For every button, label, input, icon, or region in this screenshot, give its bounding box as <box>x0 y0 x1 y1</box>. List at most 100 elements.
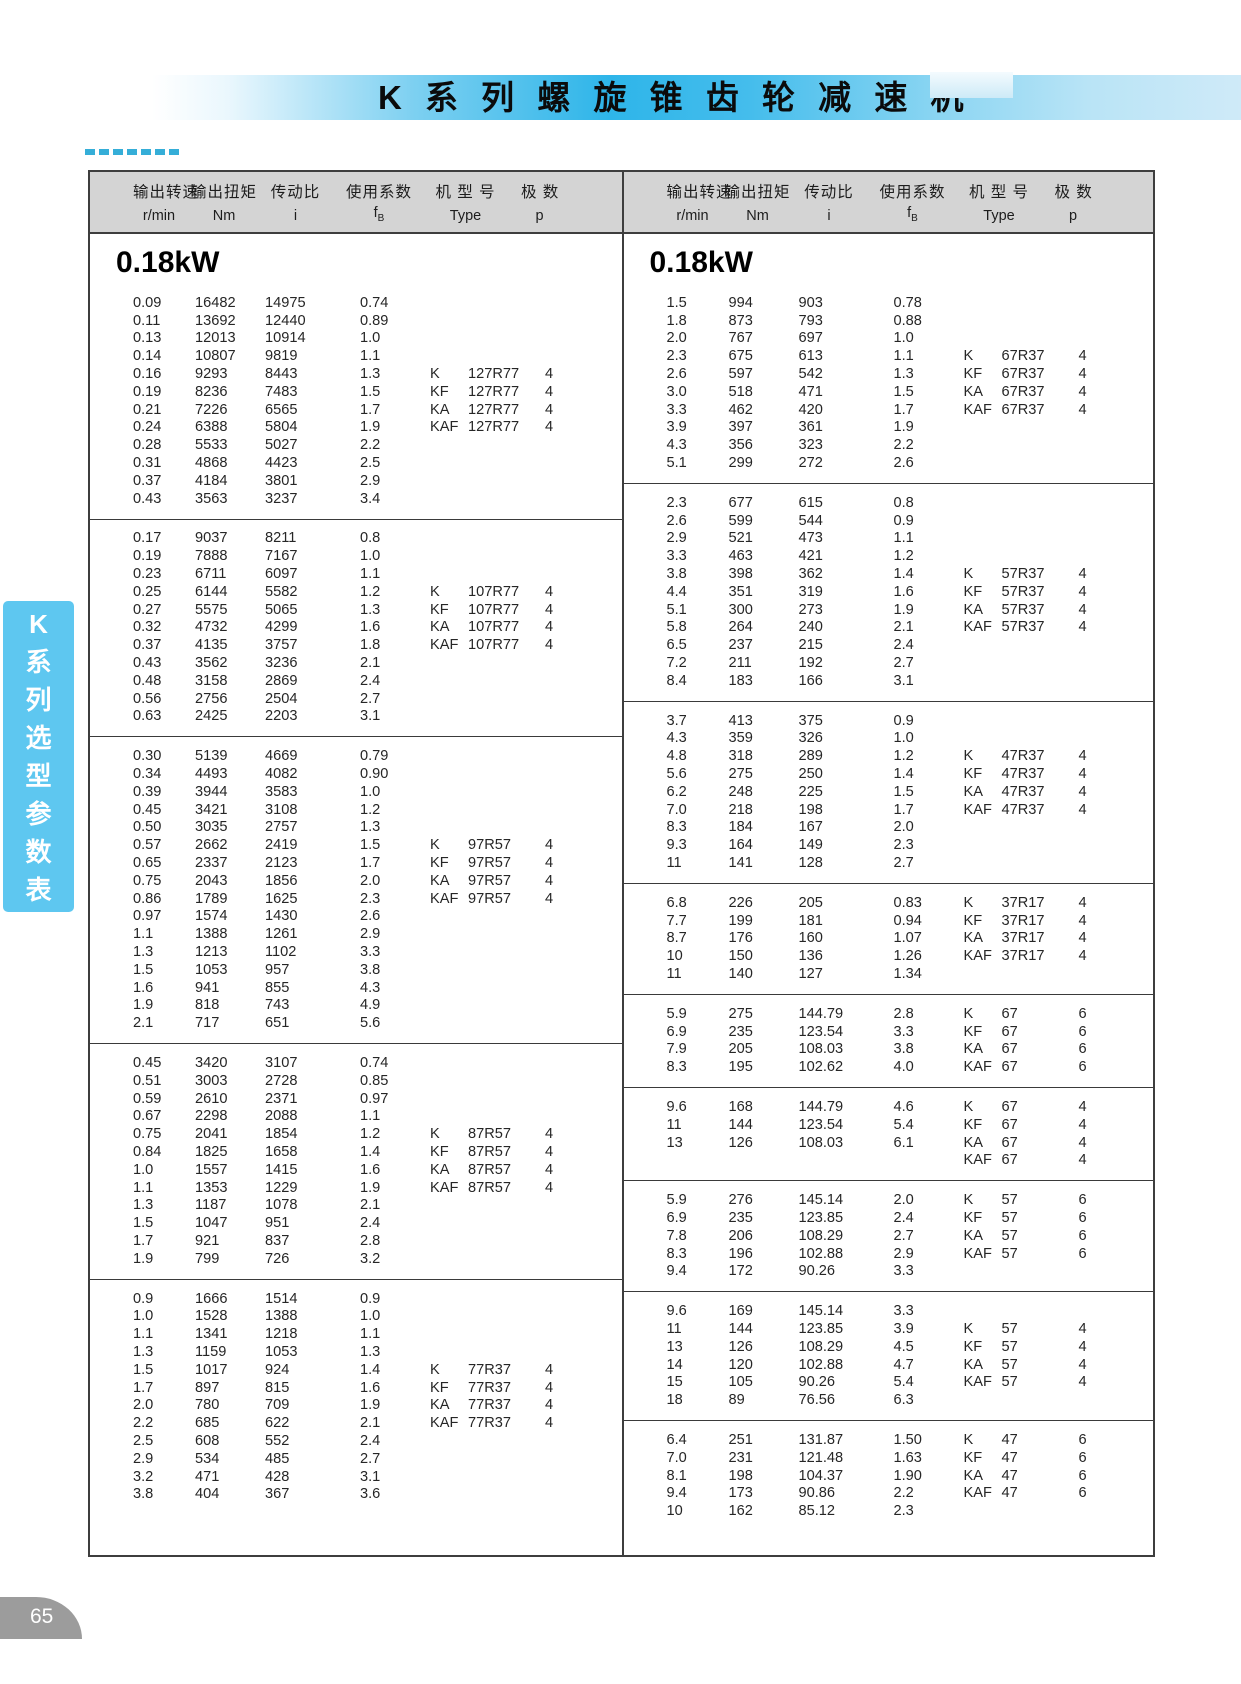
cell-output-torque: 3035 <box>195 819 228 836</box>
cell-service-factor: 0.74 <box>360 294 389 311</box>
cell-service-factor: 3.8 <box>893 1041 914 1058</box>
column-unit: fB <box>907 205 918 224</box>
cell-output-speed: 2.3 <box>666 494 687 511</box>
cell-ratio: 1658 <box>265 1143 298 1160</box>
cell-ratio: 127 <box>798 965 823 982</box>
spec-block: 6.4 251 131.87 1.50 K 47 6 7.0 231 121.48 1.63 KF 47… <box>623 1420 1153 1531</box>
cell-service-factor: 3.1 <box>360 708 381 725</box>
model-prefix: K <box>430 366 440 383</box>
cell-output-speed: 0.19 <box>133 383 162 400</box>
model-prefix: KF <box>963 1023 983 1040</box>
cell-ratio: 815 <box>265 1379 290 1396</box>
cell-ratio: 108.29 <box>798 1227 844 1244</box>
table-row: 0.51 3003 2728 0.85 <box>90 1072 622 1090</box>
cell-service-factor: 1.5 <box>893 783 914 800</box>
cell-service-factor: 0.94 <box>893 912 922 929</box>
cell-model: KA 37R17 <box>964 930 1079 946</box>
cell-ratio: 2371 <box>265 1090 298 1107</box>
cell-output-torque: 198 <box>728 1467 753 1484</box>
cell-ratio: 726 <box>265 1250 290 1267</box>
cell-service-factor: 2.1 <box>893 619 914 636</box>
cell-poles: 4 <box>1078 583 1087 600</box>
cell-output-torque: 3158 <box>195 672 228 689</box>
cell-poles: 4 <box>545 366 554 383</box>
table-row: 2.6 597 542 1.3 KF 67R37 4 <box>624 365 1154 383</box>
model-size: 67 <box>1001 1152 1018 1169</box>
cell-model <box>964 855 1079 871</box>
cell-poles: 4 <box>1078 912 1087 929</box>
cell-output-torque: 5533 <box>195 437 228 454</box>
cell-output-torque: 4493 <box>195 766 228 783</box>
cell-service-factor: 2.0 <box>893 1192 914 1209</box>
model-prefix: KAF <box>963 1059 992 1076</box>
cell-output-speed: 2.3 <box>666 348 687 365</box>
column-unit: r/min <box>142 208 176 224</box>
cell-model <box>430 1091 545 1107</box>
page-header-band: K 系 列 螺 旋 锥 齿 轮 减 速 机 <box>152 72 1241 120</box>
cell-output-torque: 3563 <box>195 490 228 507</box>
cell-model: KA 57 <box>964 1228 1079 1244</box>
model-prefix: KAF <box>430 419 459 436</box>
cell-output-speed: 1.7 <box>133 1232 154 1249</box>
spec-table: 输出转速 r/min 输出扭矩 Nm 传动比 i 使用系数 fB 机 型 号 Type 极 数 p 输… <box>88 170 1155 1557</box>
cell-ratio: 144.79 <box>798 1098 844 1115</box>
table-row: 1.1 1341 1218 1.1 <box>90 1325 622 1343</box>
model-prefix: KAF <box>963 619 992 636</box>
cell-output-torque: 144 <box>728 1116 753 1133</box>
cell-service-factor: 5.4 <box>893 1374 914 1391</box>
model-prefix: K <box>963 748 974 765</box>
cell-model: KAF 37R17 <box>964 948 1079 964</box>
cell-service-factor: 1.9 <box>360 1397 381 1414</box>
table-row: 7.2 211 192 2.7 <box>624 654 1154 672</box>
table-row: 0.34 4493 4082 0.90 <box>90 765 622 783</box>
table-row: 2.9 534 485 2.7 <box>90 1450 622 1468</box>
cell-output-speed: 13 <box>666 1338 683 1355</box>
cell-ratio: 160 <box>798 930 823 947</box>
cell-output-speed: 0.09 <box>133 294 162 311</box>
cell-output-speed: 0.11 <box>133 312 161 329</box>
cell-poles: 4 <box>1078 1152 1087 1169</box>
cell-model: KAF 77R37 <box>430 1415 545 1431</box>
table-row: 3.9 397 361 1.9 <box>624 419 1154 437</box>
cell-output-torque: 1159 <box>195 1343 227 1360</box>
model-size: 57 <box>1001 1192 1018 1209</box>
model-size: 77R37 <box>468 1415 512 1432</box>
spec-block: 0.30 5139 4669 0.79 0.34 4493 4082 0.90 0.39 3944… <box>90 736 622 1043</box>
cell-ratio: 7483 <box>265 383 298 400</box>
table-row: 0.13 12013 10914 1.0 <box>90 330 622 348</box>
cell-ratio: 2757 <box>265 819 298 836</box>
cell-model <box>430 1291 545 1307</box>
cell-output-torque: 518 <box>728 383 753 400</box>
cell-output-speed: 0.24 <box>133 419 162 436</box>
cell-output-speed: 7.9 <box>666 1041 687 1058</box>
cell-ratio: 108.03 <box>798 1041 844 1058</box>
cell-model: KF 47R37 <box>964 766 1079 782</box>
cell-output-speed: 0.39 <box>133 783 162 800</box>
cell-output-speed: 3.9 <box>666 419 687 436</box>
cell-service-factor: 2.2 <box>360 437 381 454</box>
cell-model <box>430 708 545 724</box>
cell-service-factor: 1.34 <box>893 965 922 982</box>
cell-service-factor: 1.8 <box>360 637 381 654</box>
cell-ratio: 123.85 <box>798 1209 844 1226</box>
cell-poles: 4 <box>1078 348 1087 365</box>
column-header-output-torque: 输出扭矩 Nm <box>713 180 793 224</box>
cell-service-factor: 2.7 <box>893 655 914 672</box>
table-row: 15 105 90.26 5.4 KAF 57 4 <box>624 1373 1154 1391</box>
cell-output-torque: 2337 <box>195 855 228 871</box>
cell-output-speed: 3.0 <box>666 383 687 400</box>
cell-output-speed: 0.75 <box>133 1126 162 1143</box>
cell-model: KAF 47 <box>964 1485 1079 1501</box>
cell-service-factor: 0.78 <box>893 294 922 311</box>
cell-model <box>964 819 1079 835</box>
model-size: 37R17 <box>1001 894 1045 911</box>
cell-model <box>430 491 545 507</box>
cell-service-factor: 0.9 <box>893 512 914 529</box>
cell-model: KAF 107R77 <box>430 637 545 653</box>
cell-output-torque: 2662 <box>195 837 228 854</box>
model-prefix: KA <box>963 1227 983 1244</box>
model-size: 57 <box>1001 1374 1018 1391</box>
model-prefix: KAF <box>963 1245 992 1262</box>
cell-output-torque: 599 <box>728 512 753 529</box>
cell-poles: 4 <box>1078 948 1087 965</box>
